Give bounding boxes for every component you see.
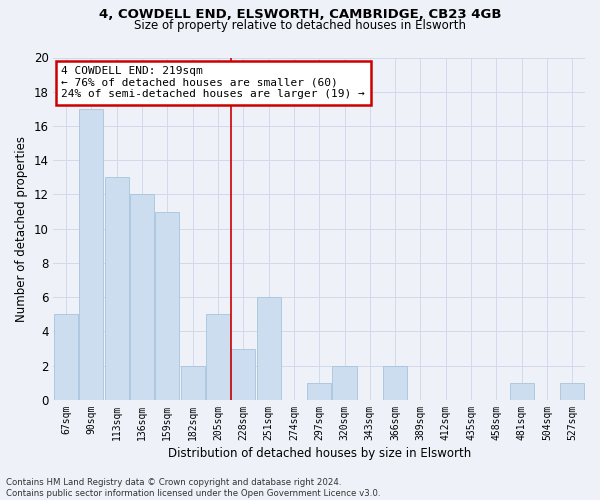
Y-axis label: Number of detached properties: Number of detached properties [15, 136, 28, 322]
X-axis label: Distribution of detached houses by size in Elsworth: Distribution of detached houses by size … [167, 447, 471, 460]
Bar [206, 314, 230, 400]
Bar [231, 348, 255, 400]
Text: Size of property relative to detached houses in Elsworth: Size of property relative to detached ho… [134, 19, 466, 32]
Bar [104, 178, 129, 400]
Bar [383, 366, 407, 400]
Bar [181, 366, 205, 400]
Bar [130, 194, 154, 400]
Text: Contains HM Land Registry data © Crown copyright and database right 2024.
Contai: Contains HM Land Registry data © Crown c… [6, 478, 380, 498]
Text: 4 COWDELL END: 219sqm
← 76% of detached houses are smaller (60)
24% of semi-deta: 4 COWDELL END: 219sqm ← 76% of detached … [61, 66, 365, 100]
Bar [257, 297, 281, 400]
Bar [54, 314, 78, 400]
Bar [79, 109, 103, 400]
Bar [307, 383, 331, 400]
Bar [509, 383, 534, 400]
Bar [560, 383, 584, 400]
Text: 4, COWDELL END, ELSWORTH, CAMBRIDGE, CB23 4GB: 4, COWDELL END, ELSWORTH, CAMBRIDGE, CB2… [99, 8, 501, 20]
Bar [155, 212, 179, 400]
Bar [332, 366, 356, 400]
